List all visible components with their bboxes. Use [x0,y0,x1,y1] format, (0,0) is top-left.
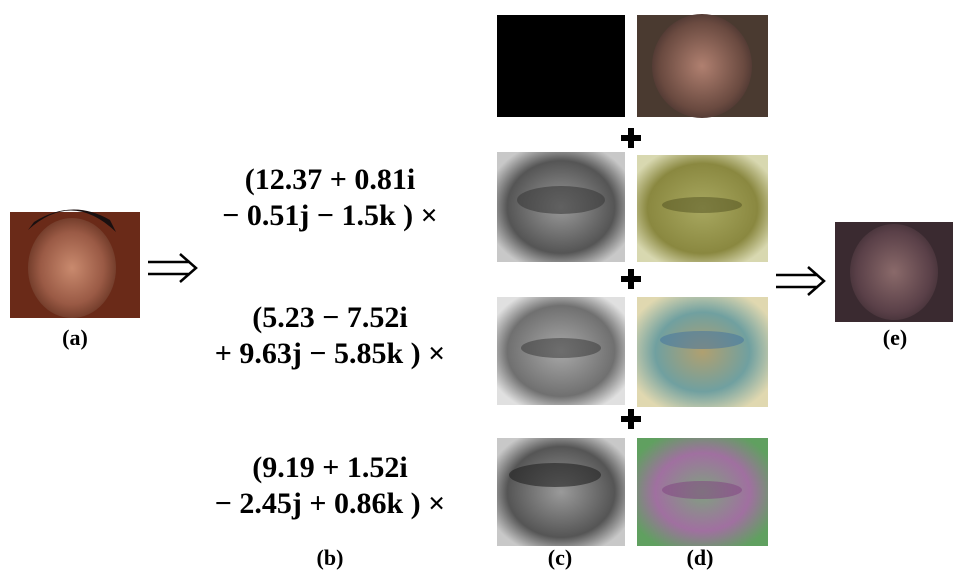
basis-image [637,297,768,407]
basis-image [637,155,768,262]
basis-image [637,14,768,118]
basis-image [637,438,768,546]
panel-label: (a) [62,325,88,350]
coefficient-line: (12.37 + 0.81i [245,163,415,196]
coefficient-line: (5.23 − 7.52i [252,301,407,334]
basis-image [497,15,625,117]
input-face [10,209,140,318]
figure: (a) (b) (c) (d) (e) (12.37 + 0.81i − 0.5… [0,0,957,575]
basis-image [497,297,625,405]
panel-label: (d) [687,545,714,570]
output-face [835,222,953,322]
coefficient-line: + 9.63j − 5.85k ) × [215,337,445,370]
basis-image [497,152,625,262]
basis-image [497,438,625,546]
panel-label: (c) [548,545,572,570]
coefficient-line: − 2.45j + 0.86k ) × [215,487,445,520]
panel-label: (e) [883,325,907,350]
coefficient-line: − 0.51j − 1.5k ) × [222,199,437,232]
coefficient-line: (9.19 + 1.52i [252,451,407,484]
panel-label: (b) [317,545,344,570]
